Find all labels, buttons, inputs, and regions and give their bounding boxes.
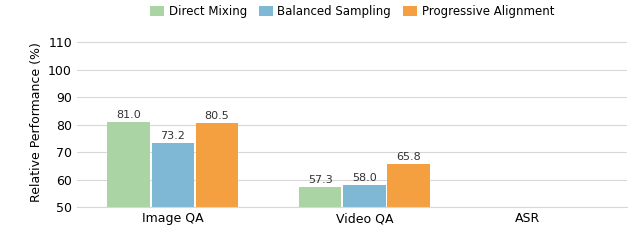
Y-axis label: Relative Performance (%): Relative Performance (%) (29, 42, 42, 202)
Text: 73.2: 73.2 (160, 131, 185, 141)
Bar (108, 122, 150, 207)
Bar (300, 187, 342, 207)
Text: 58.0: 58.0 (352, 173, 377, 183)
Bar (196, 123, 238, 207)
Legend: Direct Mixing, Balanced Sampling, Progressive Alignment: Direct Mixing, Balanced Sampling, Progre… (150, 5, 554, 18)
Bar (344, 185, 385, 207)
Bar (550, 207, 593, 244)
Text: 80.5: 80.5 (204, 111, 229, 121)
Bar (387, 164, 429, 207)
Text: 57.3: 57.3 (308, 175, 333, 185)
Bar (506, 207, 548, 244)
Text: 65.8: 65.8 (396, 152, 421, 162)
Text: 81.0: 81.0 (116, 110, 141, 120)
Bar (152, 143, 194, 207)
Bar (462, 207, 504, 244)
